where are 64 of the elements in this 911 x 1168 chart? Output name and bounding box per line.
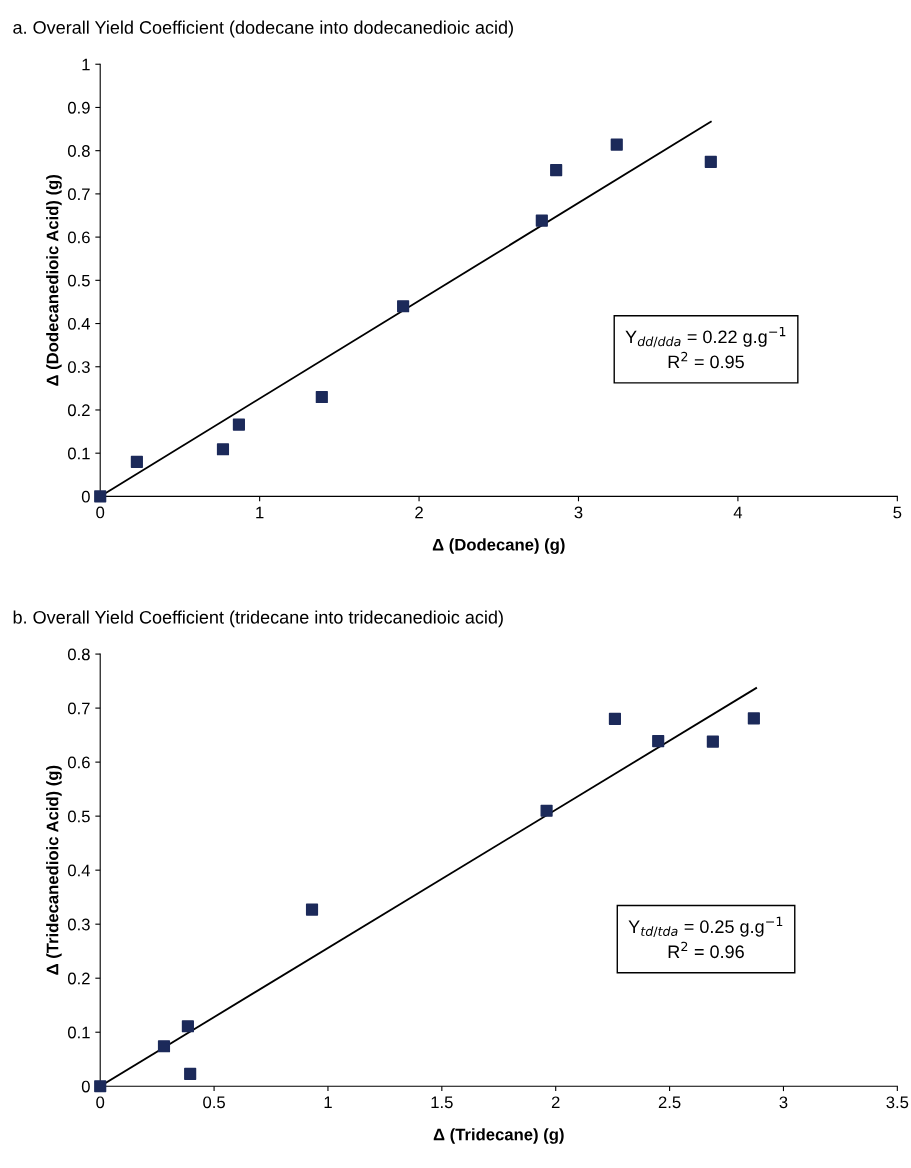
x-tick-label: 5	[893, 506, 902, 519]
annotation: Y$_{dd/dda}$ = 0.22 g.g$^{−1}$	[625, 326, 786, 348]
point	[540, 804, 553, 817]
point	[652, 734, 665, 748]
point	[216, 443, 230, 456]
point	[181, 1020, 194, 1033]
x-tick-label: 0	[96, 506, 105, 519]
point	[747, 712, 760, 725]
y-tick-label: 0.5	[67, 274, 90, 287]
point	[704, 155, 717, 168]
y-tick-label: 0.4	[67, 864, 90, 877]
y-tick-label: 0.3	[67, 361, 90, 373]
point	[157, 1040, 171, 1053]
point	[315, 390, 328, 404]
x-tick-label: 4	[733, 506, 743, 519]
y-tick-label: 0.8	[67, 145, 90, 157]
chart-title: b. Overall Yield Coefficient (tridecane into tridecanedioic acid)	[13, 610, 503, 628]
point	[550, 164, 563, 177]
y-tick-label: 0.9	[67, 101, 90, 114]
y-tick-label: 1	[82, 58, 90, 71]
annotation: R$^{2}$ = 0.96	[668, 941, 744, 959]
y-tick-label: 0.4	[67, 317, 90, 330]
x-tick-label: 3	[779, 1096, 788, 1109]
y-tick-label: 0.6	[67, 756, 90, 769]
point	[232, 418, 245, 431]
y-tick-label: 0.7	[67, 702, 90, 715]
x-tick-label: 1.5	[431, 1096, 453, 1109]
y-tick-label: 0.6	[67, 231, 90, 244]
y-tick-label: 0.5	[67, 810, 90, 823]
point	[397, 300, 410, 313]
x-tick-label: 2	[415, 506, 423, 519]
x-tick-label: 2	[551, 1096, 560, 1109]
x-tick-label: 2.5	[658, 1096, 681, 1109]
chart-title: a. Overall Yield Coefficient (dodecane into dodecanedioic acid)	[13, 20, 513, 38]
x-axis-title: Δ (Dodecane) (g)	[432, 538, 565, 554]
point	[305, 903, 319, 916]
x-tick-label: 1	[324, 1096, 332, 1109]
point	[535, 214, 548, 227]
x-tick-label: 0.5	[203, 1096, 225, 1109]
annotation: Y$_{td/tda}$ = 0.25 g.g$^{−1}$	[628, 916, 783, 938]
point	[608, 712, 621, 725]
annotation: R$^{2}$ = 0.95	[668, 351, 744, 369]
y-tick-label: 0.7	[67, 188, 90, 201]
point	[184, 1067, 197, 1080]
y-tick-label: 0.2	[67, 972, 90, 985]
y-tick-label: 0	[81, 490, 90, 503]
y-tick-label: 0.1	[67, 1026, 90, 1039]
x-axis-title: Δ (Tridecane) (g)	[433, 1128, 564, 1144]
y-tick-label: 0.2	[67, 404, 90, 417]
point	[130, 455, 143, 468]
point	[94, 490, 107, 503]
y-axis-title: Δ (Tridecanedioic Acid) (g)	[46, 765, 62, 975]
y-tick-label: 0.8	[67, 648, 90, 661]
point	[94, 1080, 107, 1093]
y-tick-label: 0.1	[67, 447, 90, 460]
x-tick-label: 0	[96, 1096, 105, 1109]
point	[610, 138, 623, 151]
x-tick-label: 1	[256, 506, 264, 519]
x-tick-label: 3.5	[886, 1096, 909, 1109]
point	[706, 735, 719, 748]
x-tick-label: 3	[574, 506, 583, 519]
y-tick-label: 0	[81, 1080, 90, 1093]
y-axis-title: Δ (Dodecanedioic Acid) (g)	[46, 175, 62, 386]
y-tick-label: 0.3	[67, 918, 90, 931]
